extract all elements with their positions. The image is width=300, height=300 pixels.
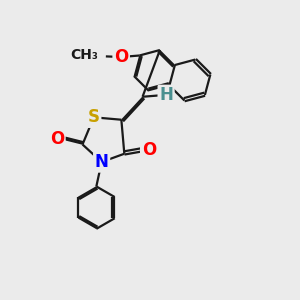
Text: CH₃: CH₃: [70, 48, 98, 62]
Text: O: O: [50, 130, 64, 148]
Text: O: O: [142, 141, 156, 159]
Text: S: S: [88, 108, 100, 126]
Text: N: N: [95, 153, 109, 171]
Text: O: O: [114, 48, 128, 66]
Text: H: H: [159, 86, 173, 104]
